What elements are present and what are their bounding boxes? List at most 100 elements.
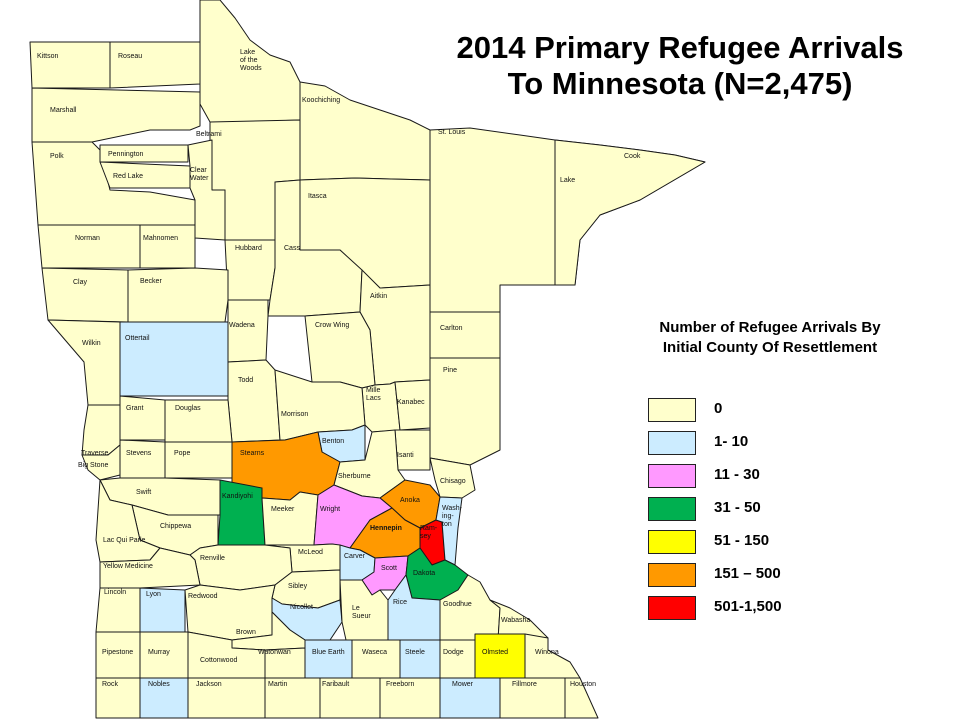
county-label-freeborn: Freeborn bbox=[386, 681, 415, 688]
county-label-mahnomen: Mahnomen bbox=[143, 235, 178, 242]
county-label-le-sueur: Le Sueur bbox=[352, 605, 371, 620]
county-label-kanabec: Kanabec bbox=[397, 399, 425, 406]
county-label-isanti: Isanti bbox=[397, 452, 414, 459]
map-title-line-1: 2014 Primary Refugee Arrivals bbox=[456, 30, 904, 65]
county-label-swift: Swift bbox=[136, 489, 151, 496]
county-label-polk: Polk bbox=[50, 153, 64, 160]
county-label-koochiching: Koochiching bbox=[302, 97, 340, 104]
county-todd bbox=[227, 359, 281, 443]
county-label-renville: Renville bbox=[200, 555, 225, 562]
county-label-winona: Winona bbox=[535, 649, 559, 656]
county-label-clay: Clay bbox=[73, 279, 88, 286]
legend-swatch bbox=[648, 530, 696, 554]
county-label-brown: Brown bbox=[236, 629, 256, 636]
county-kandiyohi bbox=[217, 479, 266, 546]
county-label-watonwan: Watonwan bbox=[258, 649, 291, 656]
legend-swatch bbox=[648, 563, 696, 587]
legend-label: 0 bbox=[714, 400, 723, 417]
county-blue-earth bbox=[304, 639, 353, 679]
county-label-stearns: Stearns bbox=[240, 450, 265, 457]
county-label-carlton: Carlton bbox=[440, 325, 463, 332]
county-label-yellow-medicine: Yellow Medicine bbox=[103, 563, 153, 570]
county-ottertail bbox=[119, 321, 229, 397]
county-label-lake-of-the-woods: Lake of the Woods bbox=[240, 49, 262, 72]
county-label-redwood: Redwood bbox=[188, 593, 218, 600]
county-label-lyon: Lyon bbox=[146, 591, 161, 598]
county-label-kittson: Kittson bbox=[37, 53, 59, 60]
county-label-washington: Wash-ing-ton bbox=[442, 505, 463, 528]
county-label-norman: Norman bbox=[75, 235, 100, 242]
county-mahnomen bbox=[139, 224, 196, 269]
legend-label: 11 - 30 bbox=[714, 466, 760, 483]
county-label-murray: Murray bbox=[148, 649, 170, 656]
county-label-ottertail: Ottertail bbox=[125, 335, 150, 342]
county-label-cook: Cook bbox=[624, 153, 641, 160]
county-label-waseca: Waseca bbox=[362, 649, 387, 656]
county-label-pennington: Pennington bbox=[108, 151, 144, 158]
county-houston bbox=[564, 677, 599, 719]
county-label-itasca: Itasca bbox=[308, 193, 327, 200]
legend-swatch bbox=[648, 464, 696, 488]
county-norman bbox=[37, 224, 141, 269]
county-label-becker: Becker bbox=[140, 278, 162, 285]
county-label-benton: Benton bbox=[322, 438, 344, 445]
county-isanti bbox=[394, 429, 431, 471]
county-label-blue-earth: Blue Earth bbox=[312, 649, 345, 656]
county-label-crow-wing: Crow Wing bbox=[315, 322, 349, 329]
county-label-douglas: Douglas bbox=[175, 405, 201, 412]
county-olmsted bbox=[474, 633, 526, 679]
county-label-todd: Todd bbox=[238, 377, 253, 384]
county-label-wadena: Wadena bbox=[229, 322, 255, 329]
county-label-faribault: Faribault bbox=[322, 681, 349, 688]
county-label-pipestone: Pipestone bbox=[102, 649, 133, 656]
county-label-grant: Grant bbox=[126, 405, 144, 412]
county-label-hubbard: Hubbard bbox=[235, 245, 262, 252]
legend-label: 501-1,500 bbox=[714, 598, 782, 615]
county-label-olmsted: Olmsted bbox=[482, 649, 508, 656]
legend-item-2: 11 - 30 bbox=[648, 464, 908, 488]
county-traverse bbox=[81, 404, 121, 456]
county-label-morrison: Morrison bbox=[281, 411, 308, 418]
county-label-aitkin: Aitkin bbox=[370, 293, 387, 300]
county-grant bbox=[119, 395, 166, 441]
county-washington bbox=[435, 496, 463, 566]
county-label-kandiyohi: Kandiyohi bbox=[222, 493, 253, 500]
county-label-rock: Rock bbox=[102, 681, 118, 688]
county-label-chippewa: Chippewa bbox=[160, 523, 191, 530]
county-steele bbox=[399, 639, 441, 679]
county-wadena bbox=[227, 299, 269, 363]
legend-item-4: 51 - 150 bbox=[648, 530, 908, 554]
legend-swatch bbox=[648, 398, 696, 422]
county-label-jackson: Jackson bbox=[196, 681, 222, 688]
legend-swatch bbox=[648, 431, 696, 455]
county-becker bbox=[127, 267, 229, 323]
county-label-steele: Steele bbox=[405, 649, 425, 656]
county-label-nicollet: Nicollet bbox=[290, 604, 313, 611]
county-label-big-stone: Big Stone bbox=[78, 462, 108, 469]
legend-item-5: 151 – 500 bbox=[648, 563, 908, 587]
county-carlton bbox=[429, 311, 501, 359]
county-roseau bbox=[109, 41, 201, 89]
county-meeker bbox=[261, 491, 319, 546]
county-kittson bbox=[29, 41, 111, 89]
county-label-chisago: Chisago bbox=[440, 478, 466, 485]
county-label-sibley: Sibley bbox=[288, 583, 308, 590]
county-label-stevens: Stevens bbox=[126, 450, 152, 457]
county-label-lac-qui-parle: Lac Qui Parle bbox=[103, 537, 146, 544]
county-label-clear-water: Clear Water bbox=[190, 167, 209, 182]
county-winona bbox=[524, 633, 581, 679]
legend-label: 31 - 50 bbox=[714, 499, 761, 516]
county-clear-water bbox=[187, 139, 226, 241]
county-kanabec bbox=[394, 379, 431, 431]
legend-label: 151 – 500 bbox=[714, 565, 781, 582]
county-label-dakota: Dakota bbox=[413, 570, 435, 577]
county-label-roseau: Roseau bbox=[118, 53, 142, 60]
county-label-mower: Mower bbox=[452, 681, 474, 688]
county-wilkin bbox=[47, 319, 121, 406]
county-label-nobles: Nobles bbox=[148, 681, 170, 688]
county-label-beltrami: Beltrami bbox=[196, 131, 222, 138]
legend-title-line-1: Number of Refugee Arrivals By bbox=[659, 319, 881, 336]
legend-item-3: 31 - 50 bbox=[648, 497, 908, 521]
county-clay bbox=[41, 267, 129, 323]
